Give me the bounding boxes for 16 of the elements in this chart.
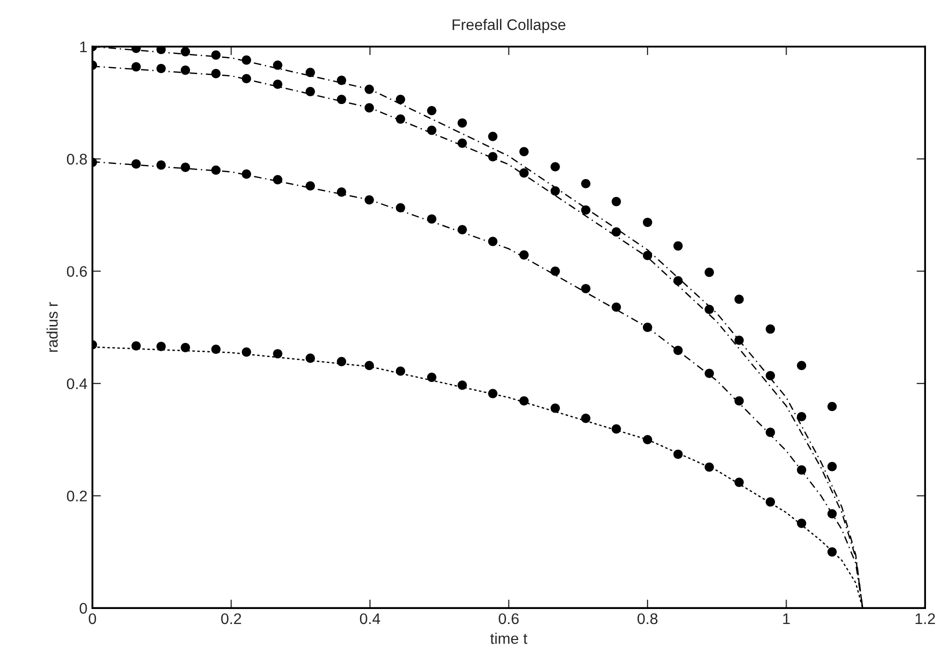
y-tick-label: 0 bbox=[80, 602, 87, 614]
y-tick-label: 0.6 bbox=[66, 266, 87, 277]
y-tick-label: 0.2 bbox=[66, 490, 87, 502]
x-tick-label: 0.4 bbox=[360, 613, 380, 624]
x-tick-label: 1.2 bbox=[916, 613, 935, 624]
chart-title: Freefall Collapse bbox=[452, 18, 566, 34]
x-tick-label: 0 bbox=[88, 613, 96, 624]
y-tick-label: 0.8 bbox=[66, 154, 87, 165]
x-tick-label: 0.2 bbox=[221, 613, 242, 624]
x-tick-label: 0.8 bbox=[638, 613, 658, 624]
x-tick-label: 1 bbox=[783, 613, 790, 624]
x-tick-label: 0.6 bbox=[498, 613, 519, 624]
x-axis-title: time t bbox=[490, 632, 528, 644]
y-tick-label: 1 bbox=[80, 42, 87, 52]
y-tick-label: 0.4 bbox=[66, 378, 88, 390]
y-axis-title: radius r bbox=[46, 302, 58, 352]
